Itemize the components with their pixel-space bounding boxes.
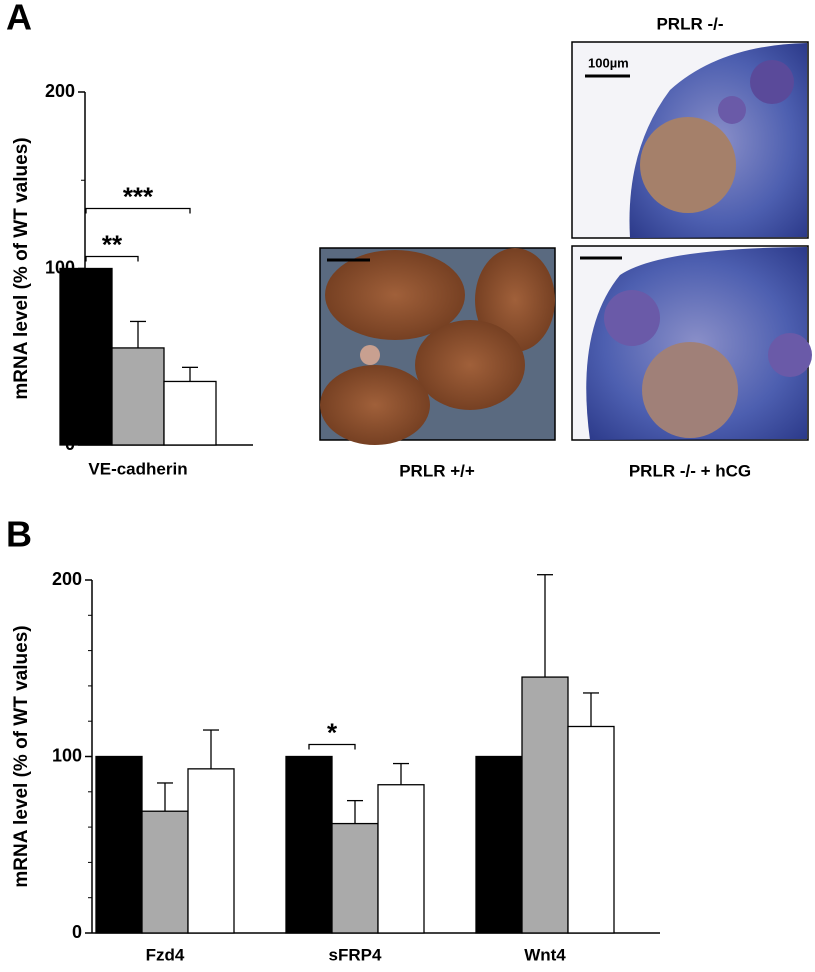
micrograph: 100µm — [571, 41, 809, 239]
micrograph — [319, 247, 556, 445]
follicle — [360, 345, 380, 365]
follicle — [320, 365, 430, 445]
panel-label: A — [6, 0, 32, 38]
scale-bar-label: 100µm — [588, 55, 629, 70]
x-tick-label: sFRP4 — [329, 945, 382, 964]
y-tick-label: 100 — [52, 745, 82, 765]
y-tick-label: 0 — [72, 922, 82, 942]
bar — [285, 755, 333, 934]
bar — [141, 810, 189, 934]
x-tick-label: VE-cadherin — [88, 459, 187, 478]
bar — [521, 676, 569, 934]
bar — [475, 755, 523, 934]
significance-bracket — [308, 743, 356, 750]
y-tick-label: 200 — [45, 81, 75, 101]
x-tick-label: Wnt4 — [524, 945, 566, 964]
follicle — [640, 117, 736, 213]
significance-label: * — [327, 717, 338, 747]
y-axis-label: mRNA level (% of WT values) — [11, 137, 32, 399]
significance-bracket — [85, 255, 139, 262]
significance-label: ** — [102, 229, 123, 259]
micrograph-label: PRLR -/- + hCG — [629, 461, 751, 480]
follicle — [415, 320, 525, 410]
bar — [95, 755, 143, 934]
y-tick-label: 200 — [52, 569, 82, 589]
bar — [377, 784, 425, 934]
bar — [331, 822, 379, 934]
micrograph — [571, 245, 812, 441]
y-axis-label: mRNA level (% of WT values) — [11, 625, 32, 887]
micrograph-label: PRLR +/+ — [399, 461, 475, 480]
x-tick-label: Fzd4 — [146, 945, 185, 964]
follicle — [768, 333, 812, 377]
follicle — [604, 290, 660, 346]
bar — [111, 347, 165, 446]
bar — [567, 725, 615, 934]
follicle — [718, 96, 746, 124]
follicle — [750, 60, 794, 104]
significance-label: *** — [123, 181, 154, 211]
follicle — [325, 250, 465, 340]
bar — [187, 768, 235, 934]
bar — [163, 380, 217, 446]
follicle — [642, 342, 738, 438]
micrograph-label: PRLR -/- — [656, 14, 723, 33]
significance-bracket — [85, 207, 191, 214]
bar — [59, 267, 113, 446]
panel-label: B — [6, 514, 32, 555]
